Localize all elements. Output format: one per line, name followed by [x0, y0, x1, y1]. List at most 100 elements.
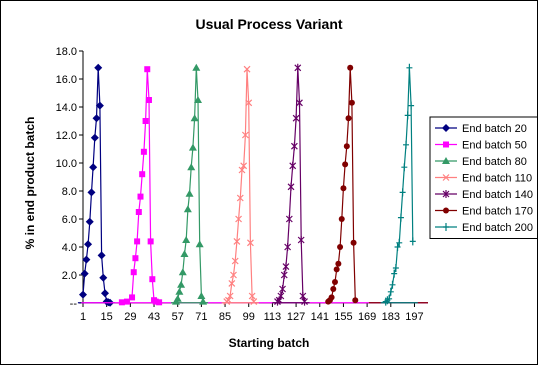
data-point	[123, 298, 130, 305]
legend-label: End batch 50	[462, 140, 527, 152]
y-tick-label: 6.0	[62, 214, 77, 226]
data-point	[89, 163, 98, 172]
data-point	[387, 287, 394, 296]
x-tick-label: 169	[358, 311, 376, 323]
x-tick-label: 1	[80, 311, 86, 323]
data-point	[335, 260, 342, 267]
data-point	[238, 166, 246, 174]
data-point	[289, 161, 297, 170]
data-point	[331, 279, 338, 285]
data-point	[118, 299, 125, 306]
series-line	[82, 67, 111, 304]
legend-item: End batch 140	[435, 189, 533, 201]
data-point	[225, 296, 232, 304]
series-3	[170, 63, 209, 305]
x-tick-label: 155	[334, 311, 352, 323]
data-point	[348, 99, 355, 106]
series-line	[121, 69, 160, 303]
legend-item: End batch 20	[435, 123, 527, 135]
data-point	[240, 162, 248, 170]
data-point	[95, 101, 104, 110]
data-point	[294, 63, 302, 72]
legend-item: End batch 110	[435, 173, 532, 185]
data-point	[401, 163, 408, 172]
data-point	[187, 163, 196, 171]
data-point	[139, 171, 146, 178]
chart-title: Usual Process Variant	[195, 16, 342, 32]
x-tick-label: 127	[287, 311, 305, 323]
data-point	[352, 297, 359, 304]
series-4	[221, 65, 259, 306]
data-point	[135, 209, 142, 215]
data-point	[177, 280, 186, 288]
y-tick-label: 4.0	[62, 242, 77, 254]
data-point	[284, 243, 292, 251]
data-point	[333, 266, 340, 273]
series-2	[81, 66, 428, 306]
data-point	[403, 140, 410, 149]
data-point	[394, 243, 401, 251]
data-point	[285, 215, 293, 223]
data-point	[396, 238, 403, 247]
data-point	[137, 193, 144, 200]
data-point	[190, 114, 199, 122]
data-point	[231, 257, 239, 265]
data-point	[296, 98, 303, 107]
legend-label: End batch 110	[462, 173, 532, 185]
legend-marker	[443, 141, 449, 148]
legend-marker	[443, 223, 449, 231]
data-point	[279, 285, 286, 293]
data-point	[188, 143, 197, 151]
legend: End batch 20 End batch 50 End batch 80 End …	[429, 116, 537, 239]
y-tick-label: 12.0	[56, 130, 77, 142]
data-point	[243, 65, 251, 73]
series-7	[380, 63, 418, 306]
data-point	[152, 298, 159, 305]
data-point	[195, 240, 204, 248]
data-point	[199, 297, 208, 305]
data-point	[129, 294, 136, 301]
data-point	[85, 217, 94, 226]
data-point	[149, 276, 156, 283]
data-point	[287, 182, 295, 191]
data-point	[144, 66, 151, 73]
y-tick-label: 16.0	[56, 74, 77, 86]
data-point	[156, 299, 163, 306]
data-point	[140, 148, 147, 155]
legend-label: End batch 80	[462, 156, 527, 168]
data-point	[328, 294, 335, 301]
data-point	[97, 251, 106, 260]
data-point	[345, 115, 352, 122]
data-point	[84, 240, 93, 249]
data-point	[92, 114, 101, 123]
data-point	[409, 237, 416, 246]
x-tick-label: 71	[195, 311, 207, 323]
legend-item: End batch 80	[435, 156, 527, 168]
data-point	[194, 96, 202, 103]
series-5	[272, 63, 310, 306]
data-point	[100, 289, 109, 298]
data-point	[408, 101, 415, 110]
data-point	[350, 239, 357, 246]
data-point	[292, 114, 300, 123]
data-point	[282, 262, 290, 271]
y-tick-label: 18.0	[56, 46, 77, 58]
data-point	[301, 297, 308, 306]
data-point	[241, 131, 249, 139]
data-point	[389, 280, 396, 289]
data-point	[99, 273, 108, 282]
plot-area: -- 2.0 4.0 6.0 8.0 10.0 12.0 14.0 16.0 18.0 1 15 29 4…	[56, 46, 428, 323]
data-point	[233, 237, 241, 245]
data-point	[247, 239, 254, 247]
data-point	[342, 161, 349, 168]
data-point	[145, 97, 152, 103]
series-line	[385, 67, 414, 303]
data-point	[340, 185, 347, 192]
data-point	[82, 255, 91, 264]
legend-marker	[443, 207, 449, 214]
data-point	[347, 64, 354, 71]
data-point	[248, 292, 256, 300]
data-point	[399, 188, 406, 197]
y-tick-label: 2.0	[62, 270, 77, 282]
